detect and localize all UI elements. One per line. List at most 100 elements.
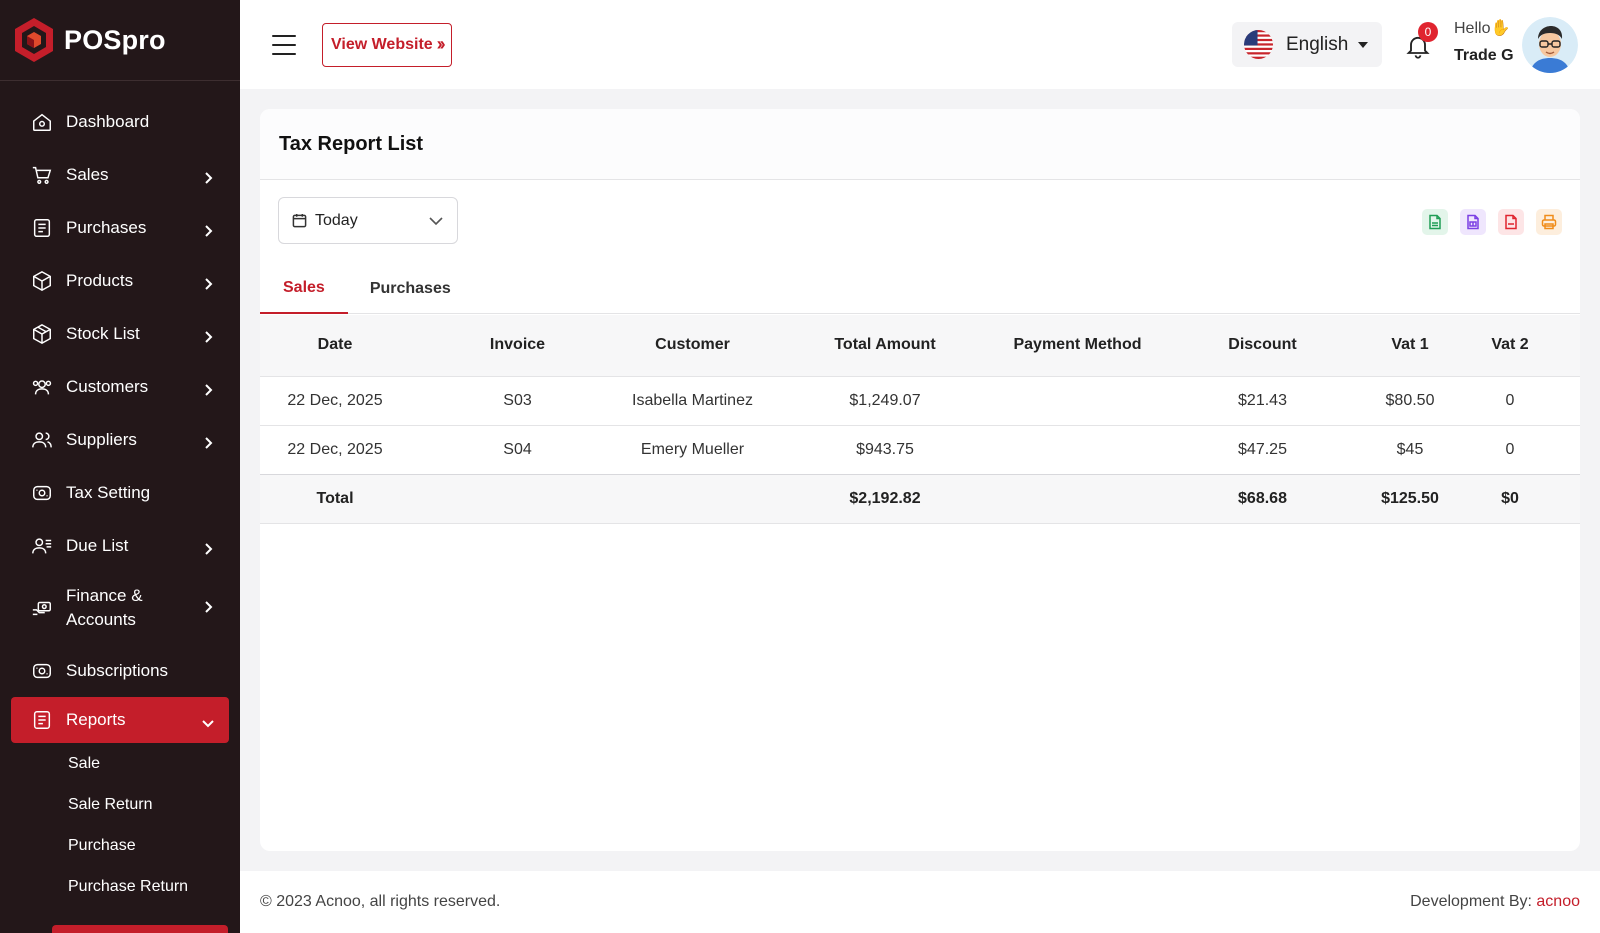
sidebar-item-subscriptions[interactable]: Subscriptions (0, 644, 240, 697)
column-header: Invoice (489, 336, 546, 354)
export-csv-button[interactable] (1422, 209, 1448, 235)
tab-sales[interactable]: Sales (260, 264, 348, 314)
cell-payment-method (1010, 425, 1145, 474)
pospro-logo-icon (15, 18, 53, 62)
date-filter-value: Today (315, 211, 358, 229)
money-hand-icon (30, 596, 54, 620)
sidebar-nav: Dashboard Sales Purchases Products Stock… (0, 81, 240, 907)
cell-vat2: 0 (1505, 391, 1515, 409)
avatar[interactable] (1522, 17, 1578, 73)
export-toolbar (1422, 209, 1562, 235)
greeting-text: Hello (1454, 20, 1491, 37)
sidebar-item-label: Stock List (66, 323, 140, 343)
sidebar: POSpro Dashboard Sales Purchases Product… (0, 0, 240, 933)
submenu-item-purchase[interactable]: Purchase (68, 836, 136, 854)
column-header: Vat 2 (1491, 336, 1529, 354)
top-header: View Website ›› English 0 Hello✋ Trade G (240, 0, 1600, 89)
developer-link[interactable]: acnoo (1536, 893, 1580, 910)
chevron-right-icon (202, 540, 214, 555)
submenu-item-sale-return[interactable]: Sale Return (68, 795, 153, 813)
column-header: Date (317, 336, 353, 354)
column-header: Total Amount (834, 336, 936, 354)
caret-down-icon (1358, 41, 1369, 48)
sidebar-item-stock-list[interactable]: Stock List (0, 307, 240, 360)
double-chevron-right-icon: ›› (436, 34, 446, 54)
hamburger-menu-icon[interactable] (272, 34, 296, 55)
sidebar-item-label: Customers (66, 376, 149, 396)
tab-purchases[interactable]: Purchases (369, 280, 451, 297)
chevron-right-icon (202, 222, 214, 237)
calendar-icon (292, 213, 307, 228)
column-header: Vat 1 (1391, 336, 1429, 354)
user-name: Trade G (1454, 47, 1514, 64)
user-list-icon (30, 534, 54, 558)
table-header-row: Date Invoice Customer Total Amount Payme… (260, 315, 1580, 376)
sidebar-item-customers[interactable]: Customers (0, 360, 240, 413)
cell-date: 22 Dec, 2025 (287, 440, 383, 458)
cell-discount: $21.43 (1238, 391, 1287, 409)
view-website-label: View Website (331, 35, 433, 53)
cell-total-amount: $943.75 (856, 440, 914, 458)
subscription-icon (30, 659, 54, 683)
view-website-button[interactable]: View Website ›› (322, 22, 452, 67)
print-button[interactable] (1536, 209, 1562, 235)
pdf-file-icon (1505, 214, 1517, 230)
excel-file-icon (1467, 214, 1479, 230)
chevron-down-icon (202, 714, 214, 728)
cell-total-amount: $1,249.07 (849, 391, 921, 409)
language-label: English (1286, 33, 1349, 55)
sidebar-item-sales[interactable]: Sales (0, 148, 240, 201)
table-row: 22 Dec, 2025 S04 Emery Mueller $943.75 $… (260, 425, 1580, 474)
sidebar-item-label: Suppliers (66, 429, 137, 449)
sidebar-item-suppliers[interactable]: Suppliers (0, 413, 240, 466)
sidebar-item-label: Reports (66, 710, 126, 729)
sidebar-item-label: Finance & Accounts (66, 586, 143, 629)
cell-vat1: $80.50 (1385, 391, 1435, 409)
sidebar-item-tax-setting[interactable]: Tax Setting (0, 466, 240, 519)
cell-vat1: $45 (1396, 440, 1424, 458)
sidebar-item-due-list[interactable]: Due List (0, 519, 240, 572)
export-excel-button[interactable] (1460, 209, 1486, 235)
chevron-right-icon (202, 328, 214, 343)
chevron-right-icon (202, 434, 214, 449)
home-icon (30, 110, 54, 134)
chevron-right-icon (202, 169, 214, 184)
cart-icon (30, 163, 54, 187)
us-flag-icon (1244, 30, 1273, 59)
wave-hand-icon: ✋ (1490, 20, 1511, 37)
sidebar-item-dashboard[interactable]: Dashboard (0, 95, 240, 148)
page-footer: © 2023 Acnoo, all rights reserved. Devel… (240, 871, 1600, 933)
sidebar-item-products[interactable]: Products (0, 254, 240, 307)
export-pdf-button[interactable] (1498, 209, 1524, 235)
chevron-down-icon (429, 217, 443, 226)
sidebar-item-label: Subscriptions (66, 660, 169, 680)
report-icon (30, 708, 54, 732)
sidebar-item-finance-accounts[interactable]: Finance & Accounts (0, 572, 240, 644)
receipt-icon (30, 216, 54, 240)
users-icon (30, 375, 54, 399)
tax-report-card: Tax Report List Today Sales Purchases Da… (260, 109, 1580, 851)
sidebar-item-label: Due List (66, 535, 129, 555)
brand[interactable]: POSpro (0, 0, 240, 81)
submenu-item-purchase-return[interactable]: Purchase Return (68, 877, 189, 895)
report-tabs: Sales Purchases (260, 264, 1580, 314)
sidebar-item-purchases[interactable]: Purchases (0, 201, 240, 254)
cube-icon (30, 322, 54, 346)
chevron-right-icon (202, 598, 214, 613)
cell-vat2: 0 (1505, 440, 1515, 458)
greeting: Hello✋ (1454, 18, 1510, 38)
tax-icon (30, 481, 54, 505)
cell-invoice: S03 (503, 391, 532, 409)
developer-credit: Development By: acnoo (1410, 893, 1580, 911)
table-total-row: Total $2,192.82 $68.68 $125.50 $0 (260, 474, 1580, 523)
date-filter-select[interactable]: Today (278, 197, 458, 244)
reports-submenu: Sale Sale Return Purchase Purchase Retur… (0, 743, 240, 907)
submenu-item-sale[interactable]: Sale (68, 754, 101, 772)
sidebar-item-label: Tax Setting (66, 482, 151, 502)
column-header: Discount (1228, 336, 1297, 354)
cell-discount: $47.25 (1238, 440, 1287, 458)
sidebar-item-label: Products (66, 270, 134, 290)
language-selector[interactable]: English (1232, 22, 1382, 67)
sidebar-item-reports[interactable]: Reports (11, 697, 229, 743)
active-submenu-indicator[interactable] (52, 925, 228, 933)
